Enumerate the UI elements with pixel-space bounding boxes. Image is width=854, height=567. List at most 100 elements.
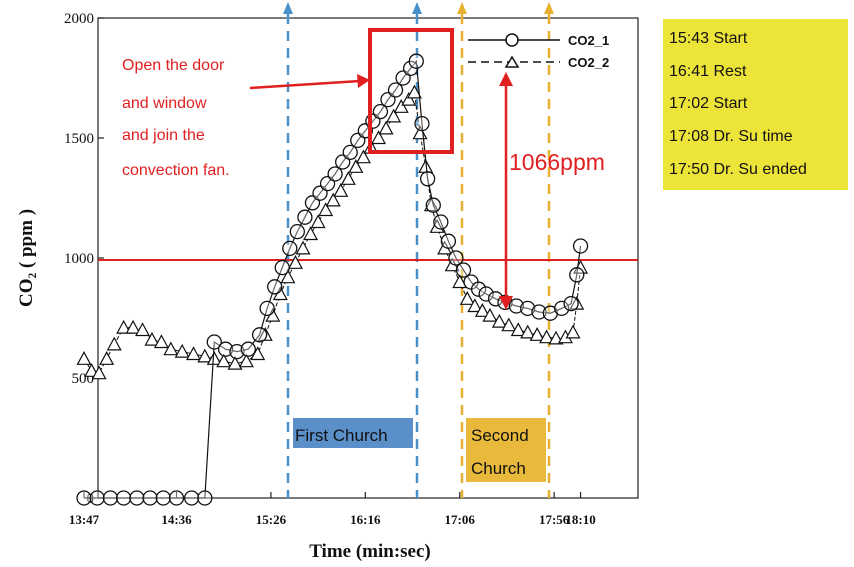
co2-2-point (99, 351, 115, 365)
co2-1-point (129, 490, 145, 506)
co2-1-point (425, 197, 441, 213)
co2-1-point (408, 53, 424, 69)
x-tick-label: 15:26 (256, 512, 287, 527)
co2-2-point (318, 202, 334, 217)
co2-2-point (144, 331, 160, 346)
legend-co2-1-label: CO2_1 (568, 33, 609, 48)
co2-2-point (565, 324, 581, 339)
co2-2-point (529, 327, 545, 341)
co2-1-point (240, 341, 256, 357)
event-item: 17:50 Dr. Su ended (669, 160, 807, 178)
legend: CO2_1 CO2_2 (468, 33, 609, 70)
co2-1-point (414, 115, 430, 132)
co2-1-point (155, 490, 171, 506)
note-line-4: convection fan. (122, 162, 230, 179)
co2-2-point (539, 329, 555, 344)
co2-1-point (372, 103, 389, 120)
x-tick-label: 14:36 (161, 512, 192, 527)
co2-1-point (478, 286, 494, 302)
co2-1-point (520, 300, 536, 317)
co2-2-point (467, 298, 483, 313)
event-item: 15:43 Start (669, 30, 748, 47)
co2-2-point (280, 269, 296, 284)
co2-2-point (91, 365, 107, 380)
note-line-1: Open the door (122, 57, 225, 74)
co2-1-point (569, 267, 585, 283)
co2-2-point (135, 322, 151, 337)
co2-2-point (459, 291, 475, 305)
event-arrow-1750 (544, 2, 554, 14)
co2-2-point (501, 317, 517, 332)
event-item: 17:08 Dr. Su time (669, 128, 793, 146)
co2-1-point (89, 490, 105, 506)
co2-1-point (455, 262, 472, 278)
co2-1-point (197, 490, 213, 506)
event-arrow-1641 (412, 2, 422, 14)
co2-2-point (491, 313, 507, 328)
co2-1-point (274, 259, 290, 276)
note-arrow (249, 79, 361, 90)
y-tick-label: 1000 (64, 251, 94, 267)
y-tick-label: 1500 (64, 131, 94, 147)
co2-1-point (142, 490, 158, 506)
co2-2-point (474, 303, 490, 317)
co2-1-point (289, 223, 306, 240)
co2-2-point (174, 343, 190, 358)
co2-2-point (197, 348, 213, 363)
series-layer (76, 53, 589, 506)
second-church-label-bg (466, 418, 546, 482)
co2-1-point (470, 281, 487, 297)
co2-1-point (251, 327, 268, 343)
co2-2-point (206, 351, 222, 365)
x-tick-label: 18:10 (565, 512, 595, 527)
co2-1-point (327, 166, 343, 182)
co2-2-point (186, 346, 202, 361)
co2-1-point (297, 209, 313, 225)
co2-2-point (510, 322, 526, 337)
legend-co2-2-label: CO2_2 (568, 55, 609, 70)
co2-1-point (168, 490, 185, 506)
co2-1-point (206, 334, 222, 350)
co2-2-point (76, 351, 92, 365)
y-tick-label: 2000 (64, 11, 94, 27)
co2-2-point (569, 295, 585, 310)
co2-2-point (520, 324, 536, 339)
co2-1-point (563, 295, 579, 312)
x-tick-label: 16:16 (350, 512, 381, 527)
legend-co2-2-marker (504, 55, 520, 68)
co2-2-point (482, 307, 498, 322)
co2-2-point (310, 214, 326, 229)
co2-2-point (303, 226, 319, 241)
co2-1-point (387, 82, 404, 98)
co2-1-point (531, 304, 547, 320)
second-church-label-line-2: Church (471, 459, 526, 478)
co2-2-point (371, 130, 387, 145)
co2-2-point (257, 327, 273, 341)
co2-2-point (340, 171, 356, 185)
peak-highlight-box (368, 28, 454, 154)
co2-2-point (378, 120, 394, 135)
events-panel: 15:43 Start 16:41 Rest 17:02 Start 17:08… (663, 19, 848, 190)
difference-label: 1066ppm (509, 149, 605, 175)
event-arrow-1702 (457, 2, 467, 14)
note-arrowhead (357, 74, 370, 88)
co2-1-point (508, 298, 525, 314)
co2-2-point (106, 336, 122, 351)
co2-1-point (572, 238, 589, 254)
co2-2-point (348, 159, 364, 173)
legend-co2-1-marker (505, 33, 519, 47)
co2-1-point (183, 490, 200, 506)
co2-2-point (153, 334, 169, 349)
event-item: 17:02 Start (669, 95, 748, 113)
co2-1-point (554, 300, 570, 317)
co2-1-point (76, 490, 92, 506)
co2-2-point (163, 341, 179, 356)
x-tick-label: 13:47 (69, 512, 100, 527)
first-church-label: First Church (295, 426, 388, 445)
co2-1-point (448, 250, 464, 266)
co2-2-point (401, 91, 417, 106)
difference-arrowhead-bottom (499, 296, 513, 310)
co2-1-point (102, 490, 119, 506)
